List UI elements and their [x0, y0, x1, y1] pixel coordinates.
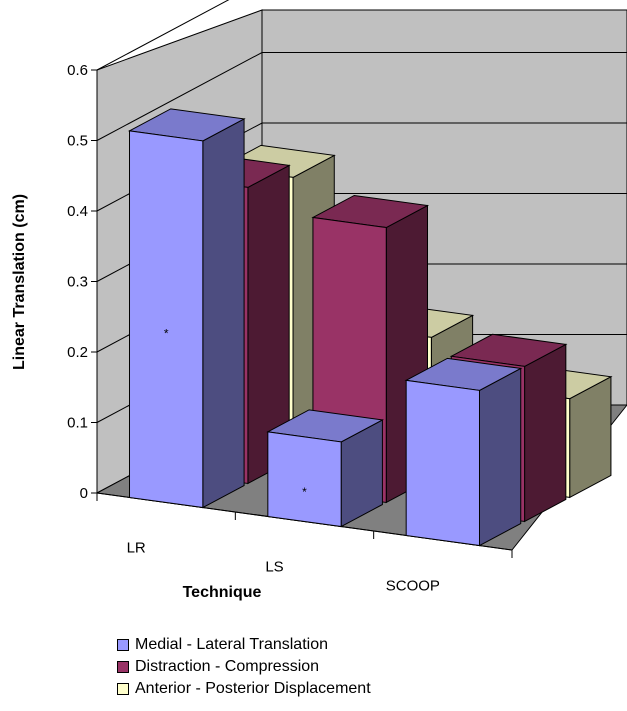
bar-front [129, 130, 204, 509]
bar-front [267, 431, 342, 528]
legend-swatch [117, 661, 129, 673]
significance-marker: * [164, 327, 169, 341]
gridline [96, 52, 627, 141]
y-tick-label: 0 [80, 485, 88, 502]
y-tick-labels: 0 0.1 0.2 0.3 0.4 0.5 0.6 [67, 62, 97, 502]
significance-marker: * [302, 485, 307, 499]
category-label: LS [265, 559, 283, 576]
y-tick-label: 0.1 [67, 415, 88, 432]
bar-side [524, 343, 567, 523]
bar [404, 357, 523, 547]
category-label: LR [127, 540, 146, 557]
category-label: SCOOP [386, 578, 440, 595]
bar-front [405, 379, 480, 547]
legend-label: Anterior - Posterior Displacement [135, 680, 371, 697]
legend-label: Medial - Lateral Translation [135, 636, 328, 653]
bar-side [478, 367, 522, 547]
legend-swatch [117, 639, 129, 651]
y-tick-label: 0.2 [67, 344, 88, 361]
bar: * [266, 409, 385, 528]
bar: * [127, 108, 246, 509]
category-labels: LR LS SCOOP [96, 493, 513, 595]
legend-item: Medial - Lateral Translation [117, 634, 371, 656]
y-axis-title: Linear Translation (cm) [11, 194, 28, 370]
legend-item: Anterior - Posterior Displacement [117, 678, 371, 700]
bars: ** [127, 108, 613, 547]
legend-item: Distraction - Compression [117, 656, 371, 678]
bar-side [202, 118, 245, 509]
y-tick-label: 0.3 [67, 274, 88, 291]
y-tick-label: 0.4 [67, 203, 88, 220]
legend-swatch [117, 683, 129, 695]
legend: Medial - Lateral Translation Distraction… [117, 634, 371, 700]
x-axis-title: Technique [183, 584, 262, 601]
gridline [96, 0, 230, 71]
legend-label: Distraction - Compression [135, 658, 320, 675]
y-tick-label: 0.6 [67, 62, 88, 79]
y-tick-label: 0.5 [67, 133, 88, 150]
